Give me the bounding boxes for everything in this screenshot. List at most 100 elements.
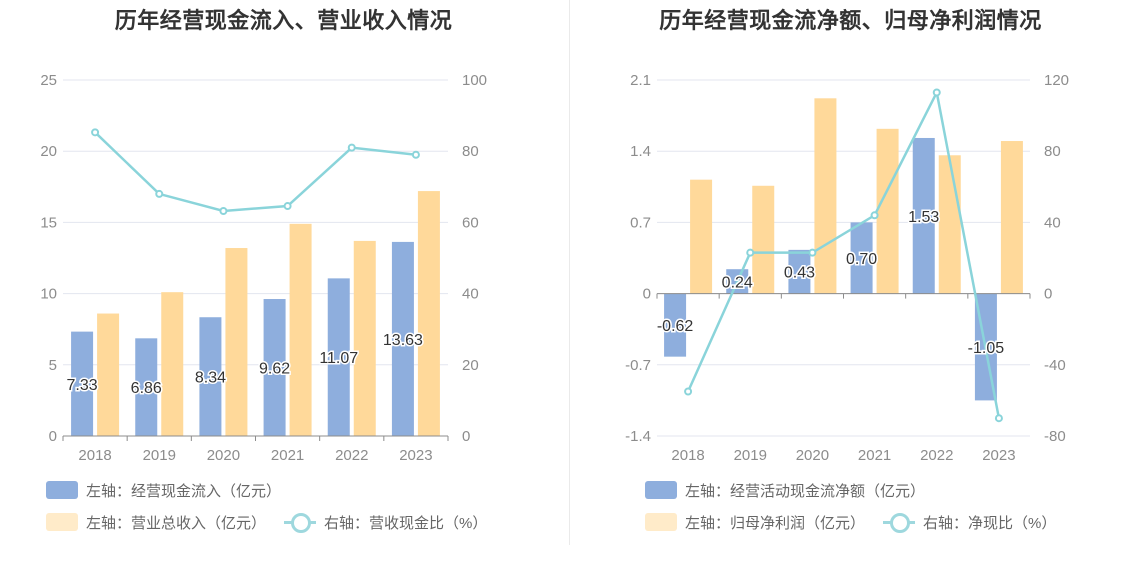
left-x-tick-label: 2023 <box>399 447 432 464</box>
right-legend-row-2: 左轴：归母净利润（亿元） 右轴：净现比（%） <box>645 510 1074 534</box>
right-left-tick-label: 0.7 <box>630 214 651 231</box>
legend-label-net-cash-ratio: 右轴：净现比（%） <box>923 514 1057 532</box>
right-x-tick-label: 2021 <box>858 447 891 464</box>
legend-line-swatch-net-cash-ratio <box>883 513 916 533</box>
right-bar-series-2 <box>1000 141 1023 294</box>
right-right-tick-label: 80 <box>1044 143 1061 160</box>
left-data-label: 8.34 <box>195 370 226 387</box>
legend-item-net-cash-ratio[interactable]: 右轴：净现比（%） <box>883 512 1056 533</box>
left-bar-series-1 <box>135 338 158 436</box>
right-chart-panel: 历年经营现金流净额、归母净利润情况 -1.4 -0.7 0 0.7 1.4 2.1 -80-… <box>567 0 1134 582</box>
right-data-label: 1.53 <box>908 209 939 226</box>
right-left-tick-label: 1.4 <box>630 143 651 160</box>
right-bar-series-1 <box>850 222 873 294</box>
right-x-tick-label: 2019 <box>734 447 767 464</box>
left-x-tick-label: 2019 <box>143 447 176 464</box>
right-line-point <box>684 387 693 396</box>
left-left-tick-label: 20 <box>40 143 57 160</box>
left-bar-series-1 <box>391 241 414 436</box>
right-bar-series-2 <box>876 128 899 294</box>
right-x-tick-label: 2023 <box>982 447 1015 464</box>
right-line-point <box>932 88 941 97</box>
left-line-point <box>155 189 164 198</box>
right-line-series <box>686 88 1001 419</box>
right-bar-series-2 <box>814 98 837 294</box>
right-x-tick-label: 2018 <box>671 447 704 464</box>
right-bar-series-2 <box>690 179 713 294</box>
legend-swatch-cash-inflow <box>46 481 78 499</box>
left-chart-plot: 0 5 10 15 20 25 0 20 40 60 80 100 2018 2019 2020 2021 20… <box>40 72 487 464</box>
right-data-label: 0.24 <box>722 274 753 291</box>
legend-swatch-net-cash-flow <box>645 481 677 499</box>
left-right-tick-label: 0 <box>462 428 470 445</box>
left-bar-series-1 <box>263 299 286 436</box>
left-chart-title: 历年经营现金流入、营业收入情况 <box>114 8 453 33</box>
right-right-tick-label: 0 <box>1044 286 1052 303</box>
legend-label-net-profit: 左轴：归母净利润（亿元） <box>685 514 866 532</box>
left-chart-panel: 历年经营现金流入、营业收入情况 0 5 10 15 20 25 0 20 40 60 80 100 20… <box>40 8 505 534</box>
left-x-tick-label: 2020 <box>207 447 240 464</box>
right-line-point <box>746 248 755 257</box>
left-line-point <box>219 207 228 216</box>
left-legend-row-2: 左轴：营业总收入（亿元） 右轴：营收现金比（%） <box>46 510 505 534</box>
right-bar-series-1 <box>912 137 935 294</box>
left-bar-series-2 <box>161 292 184 436</box>
left-left-tick-label: 25 <box>40 72 57 89</box>
left-bar-series-2 <box>417 191 440 436</box>
left-left-tick-label: 15 <box>40 214 57 231</box>
right-right-tick-label: 120 <box>1044 72 1069 89</box>
legend-label-cash-ratio: 右轴：营收现金比（%） <box>324 514 488 532</box>
right-bar-series-1 <box>664 293 687 357</box>
left-data-label: 7.33 <box>67 377 98 394</box>
left-line-point <box>283 202 292 211</box>
left-data-label: 11.07 <box>319 350 358 367</box>
right-right-tick-label: -40 <box>1044 357 1066 374</box>
left-right-tick-label: 80 <box>462 143 479 160</box>
right-data-label: 0.70 <box>846 251 877 268</box>
left-right-tick-label: 100 <box>462 72 487 89</box>
right-x-tick-label: 2020 <box>796 447 829 464</box>
left-right-tick-label: 20 <box>462 357 479 374</box>
left-x-tick-label: 2018 <box>78 447 111 464</box>
right-left-tick-label: -0.7 <box>625 357 651 374</box>
right-bar-series-1 <box>788 249 811 294</box>
right-data-label: 0.43 <box>784 265 815 282</box>
legend-item-net-profit[interactable]: 左轴：归母净利润（亿元） <box>645 512 865 533</box>
right-right-tick-label: 40 <box>1044 214 1061 231</box>
right-line-point <box>870 211 879 220</box>
legend-label-cash-inflow: 左轴：经营现金流入（亿元） <box>86 482 282 500</box>
legend-item-net-cash-flow[interactable]: 左轴：经营活动现金流净额（亿元） <box>645 480 925 501</box>
legend-label-net-cash-flow: 左轴：经营活动现金流净额（亿元） <box>685 482 926 500</box>
left-bar-series-1 <box>71 331 94 436</box>
legend-item-revenue[interactable]: 左轴：营业总收入（亿元） <box>46 512 266 533</box>
legend-item-cash-ratio[interactable]: 右轴：营收现金比（%） <box>284 512 487 533</box>
left-line-series <box>94 131 417 213</box>
right-data-label: -0.62 <box>657 318 694 335</box>
right-left-tick-label: -1.4 <box>625 428 651 445</box>
right-left-tick-label: 0 <box>643 286 651 303</box>
left-line-point <box>347 143 356 152</box>
left-bar-series-1 <box>327 278 350 436</box>
right-chart-title: 历年经营现金流净额、归母净利润情况 <box>659 8 1042 33</box>
left-data-label: 6.86 <box>131 380 162 397</box>
right-chart-plot: -1.4 -0.7 0 0.7 1.4 2.1 -80 -40 0 40 80 120 2018 2019… <box>625 72 1069 464</box>
right-right-tick-label: -80 <box>1044 428 1066 445</box>
legend-line-swatch-cash-ratio <box>284 513 317 533</box>
panel-divider <box>569 0 570 545</box>
left-left-tick-label: 10 <box>40 286 57 303</box>
left-bar-series-1 <box>199 317 222 436</box>
left-right-tick-label: 60 <box>462 214 479 231</box>
right-left-tick-label: 2.1 <box>630 72 651 89</box>
right-data-label: -1.05 <box>968 340 1005 357</box>
legend-item-cash-inflow[interactable]: 左轴：经营现金流入（亿元） <box>46 480 281 501</box>
left-left-tick-label: 5 <box>49 357 57 374</box>
left-right-tick-label: 40 <box>462 286 479 303</box>
legend-swatch-revenue <box>46 513 78 531</box>
left-left-tick-label: 0 <box>49 428 57 445</box>
right-legend-row-1: 左轴：经营活动现金流净额（亿元） <box>645 478 943 502</box>
right-bar-series-2 <box>752 185 775 294</box>
left-x-tick-label: 2022 <box>335 447 368 464</box>
right-line-point <box>808 248 817 257</box>
right-line-point <box>994 414 1003 423</box>
